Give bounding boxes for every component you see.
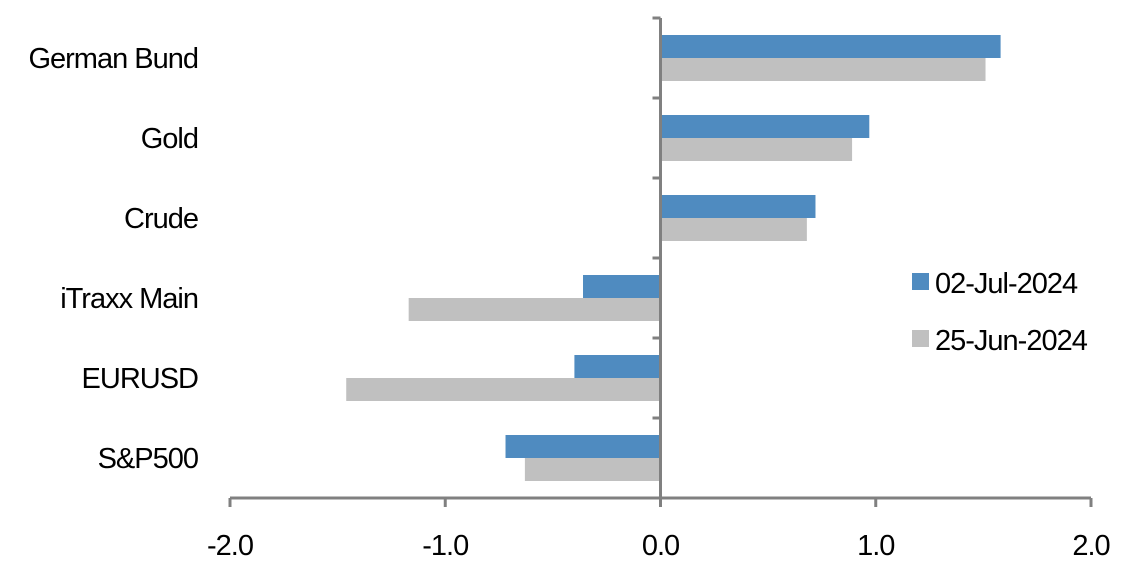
x-tick-label: 2.0 xyxy=(1072,530,1109,562)
legend-label: 25-Jun-2024 xyxy=(935,325,1088,357)
bar-previous xyxy=(524,458,661,481)
bar-current xyxy=(660,115,870,138)
category-label: EURUSD xyxy=(82,363,199,395)
category-label: S&P500 xyxy=(98,443,198,475)
bar-current xyxy=(660,195,816,218)
x-tick-label: -2.0 xyxy=(207,530,253,562)
category-label: Gold xyxy=(141,123,198,155)
category-label: Crude xyxy=(124,203,198,235)
x-tick-label: 0.0 xyxy=(642,530,679,562)
x-tick-label: 1.0 xyxy=(857,530,894,562)
bar-current xyxy=(660,35,1001,58)
bar-current xyxy=(583,275,661,298)
bar-current xyxy=(505,435,661,458)
legend-swatch xyxy=(912,273,929,290)
bar-previous xyxy=(660,138,853,161)
bar-previous xyxy=(660,58,986,81)
bar-previous xyxy=(660,218,807,241)
category-label: German Bund xyxy=(28,43,198,75)
bar-previous xyxy=(346,378,661,401)
category-label: iTraxx Main xyxy=(60,283,198,315)
legend-label: 02-Jul-2024 xyxy=(935,268,1078,300)
legend-swatch xyxy=(912,330,929,347)
x-tick-label: -1.0 xyxy=(422,530,468,562)
bar-previous xyxy=(408,298,661,321)
bar-current xyxy=(574,355,661,378)
